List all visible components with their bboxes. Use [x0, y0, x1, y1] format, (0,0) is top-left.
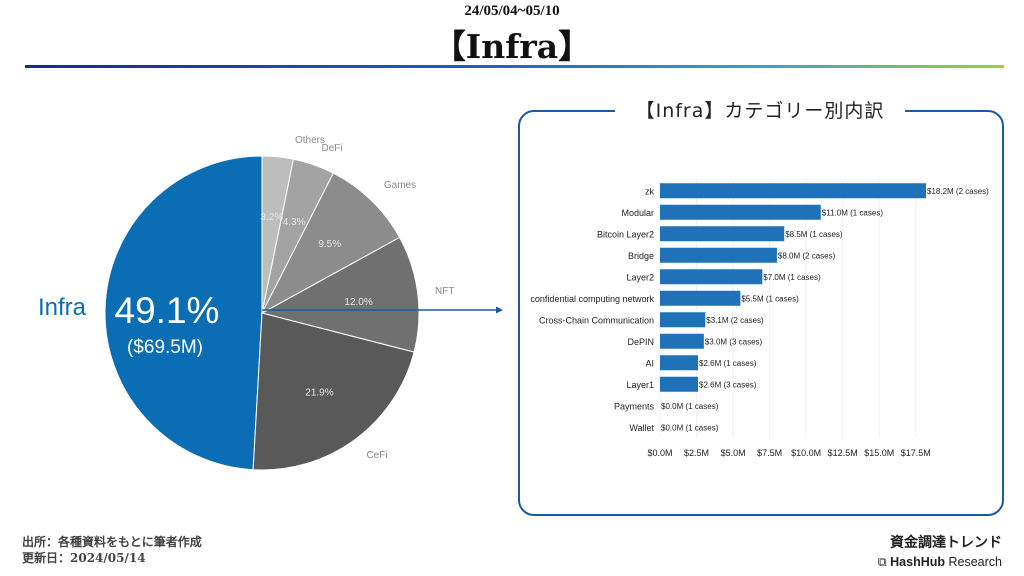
x-tick-label: $2.5M	[684, 448, 709, 458]
brand-logo: ⧉ HashHub Research	[878, 555, 1002, 570]
x-tick-label: $10.0M	[791, 448, 821, 458]
bar-value-label: $3.1M (2 cases)	[706, 316, 764, 325]
pie-chart: Infra 49.1% ($69.5M) 21.9% CeFi 12.0% NFT 9.5% G…	[38, 135, 503, 471]
bar-cross-chain-communication	[660, 312, 706, 328]
date-range: 24/05/04~05/10	[464, 3, 560, 19]
connector-arrow-head	[496, 306, 503, 314]
y-tick-label: Cross-Chain Communication	[539, 315, 654, 325]
y-tick-label: Bridge	[628, 251, 654, 261]
bar-chart: $0.0M $2.5M $5.0M $7.5M $10.0M $12.5M $15.0M $1…	[530, 180, 989, 458]
x-tick-label: $12.5M	[828, 448, 858, 458]
y-tick-label: Modular	[621, 208, 654, 218]
bar-value-label: $0.0M (1 cases)	[661, 423, 719, 432]
pie-slice-others	[261, 155, 294, 314]
bar-value-label: $5.5M (1 cases)	[741, 294, 799, 303]
y-tick-label: zk	[645, 186, 655, 196]
pie-slice-nft	[260, 236, 420, 353]
pie-label-cefi: CeFi	[366, 450, 387, 461]
bar-value-label: $18.2M (2 cases)	[927, 187, 989, 196]
pie-value-cefi: 21.9%	[305, 388, 333, 399]
panel-title: 【Infra】カテゴリー別内訳	[615, 96, 905, 123]
bar-confidential-computing-network	[660, 290, 741, 306]
brand-tagline: 資金調達トレンド	[890, 535, 1002, 551]
y-tick-label: Bitcoin Layer2	[597, 229, 654, 239]
x-tick-label: $15.0M	[864, 448, 894, 458]
bar-bridge	[660, 247, 777, 263]
bar-value-label: $8.0M (2 cases)	[778, 251, 836, 260]
pie-slice-games	[260, 172, 401, 315]
pie-label-infra: Infra	[38, 294, 87, 321]
pie-label-others: Others	[295, 135, 325, 146]
y-tick-label: Payments	[614, 401, 655, 411]
y-tick-label: Layer2	[626, 272, 654, 282]
brand-block: 資金調達トレンド ⧉ HashHub Research	[878, 532, 1002, 570]
y-tick-label: AI	[645, 358, 654, 368]
pie-label-defi: DeFi	[321, 143, 342, 154]
bar-layer1	[660, 376, 698, 392]
pie-slice-cefi	[252, 312, 415, 471]
bar-value-label: $0.0M (1 cases)	[661, 402, 719, 411]
brand-name: HashHub	[890, 555, 946, 569]
hashhub-logo-icon: ⧉	[877, 555, 887, 569]
pie-value-games: 9.5%	[318, 239, 341, 250]
bar-modular	[660, 204, 821, 220]
bar-value-label: $7.0M (1 cases)	[763, 273, 821, 282]
bar-value-label: $8.5M (1 cases)	[785, 230, 843, 239]
bar-value-label: $11.0M (1 cases)	[822, 208, 884, 217]
source-text: 出所：各種資料をもとに筆者作成	[22, 535, 202, 549]
brand-suffix: Research	[948, 555, 1003, 569]
bar-value-label: $2.6M (3 cases)	[699, 380, 757, 389]
bar-bitcoin-layer2	[660, 226, 785, 242]
x-tick-label: $7.5M	[757, 448, 782, 458]
y-tick-label: confidential computing network	[530, 294, 654, 304]
pie-label-games: Games	[384, 180, 416, 191]
y-tick-label: DePIN	[627, 337, 654, 347]
pie-amount-infra: ($69.5M)	[127, 337, 203, 358]
pie-label-nft: NFT	[435, 286, 454, 297]
bar-value-label: $2.6M (1 cases)	[699, 359, 757, 368]
header-divider	[25, 65, 1004, 68]
bar-ai	[660, 355, 698, 371]
x-tick-label: $0.0M	[647, 448, 672, 458]
pie-value-infra: 49.1%	[115, 290, 220, 331]
bar-zk	[660, 183, 926, 199]
bar-layer2	[660, 269, 763, 285]
pie-slice-infra	[104, 155, 263, 471]
bar-value-label: $3.0M (3 cases)	[705, 337, 763, 346]
y-tick-label: Layer1	[626, 380, 654, 390]
y-tick-label: Wallet	[629, 423, 654, 433]
pie-value-others: 3.2%	[260, 212, 283, 223]
bar-depin	[660, 333, 704, 349]
x-tick-label: $17.5M	[901, 448, 931, 458]
pie-value-defi: 4.3%	[283, 217, 306, 228]
source-note: 出所：各種資料をもとに筆者作成 更新日：2024/05/14	[22, 534, 202, 566]
pie-value-nft: 12.0%	[344, 297, 372, 308]
page-title: 【Infra】	[432, 27, 592, 66]
updated-date: 更新日：2024/05/14	[22, 551, 146, 565]
x-tick-label: $5.0M	[721, 448, 746, 458]
